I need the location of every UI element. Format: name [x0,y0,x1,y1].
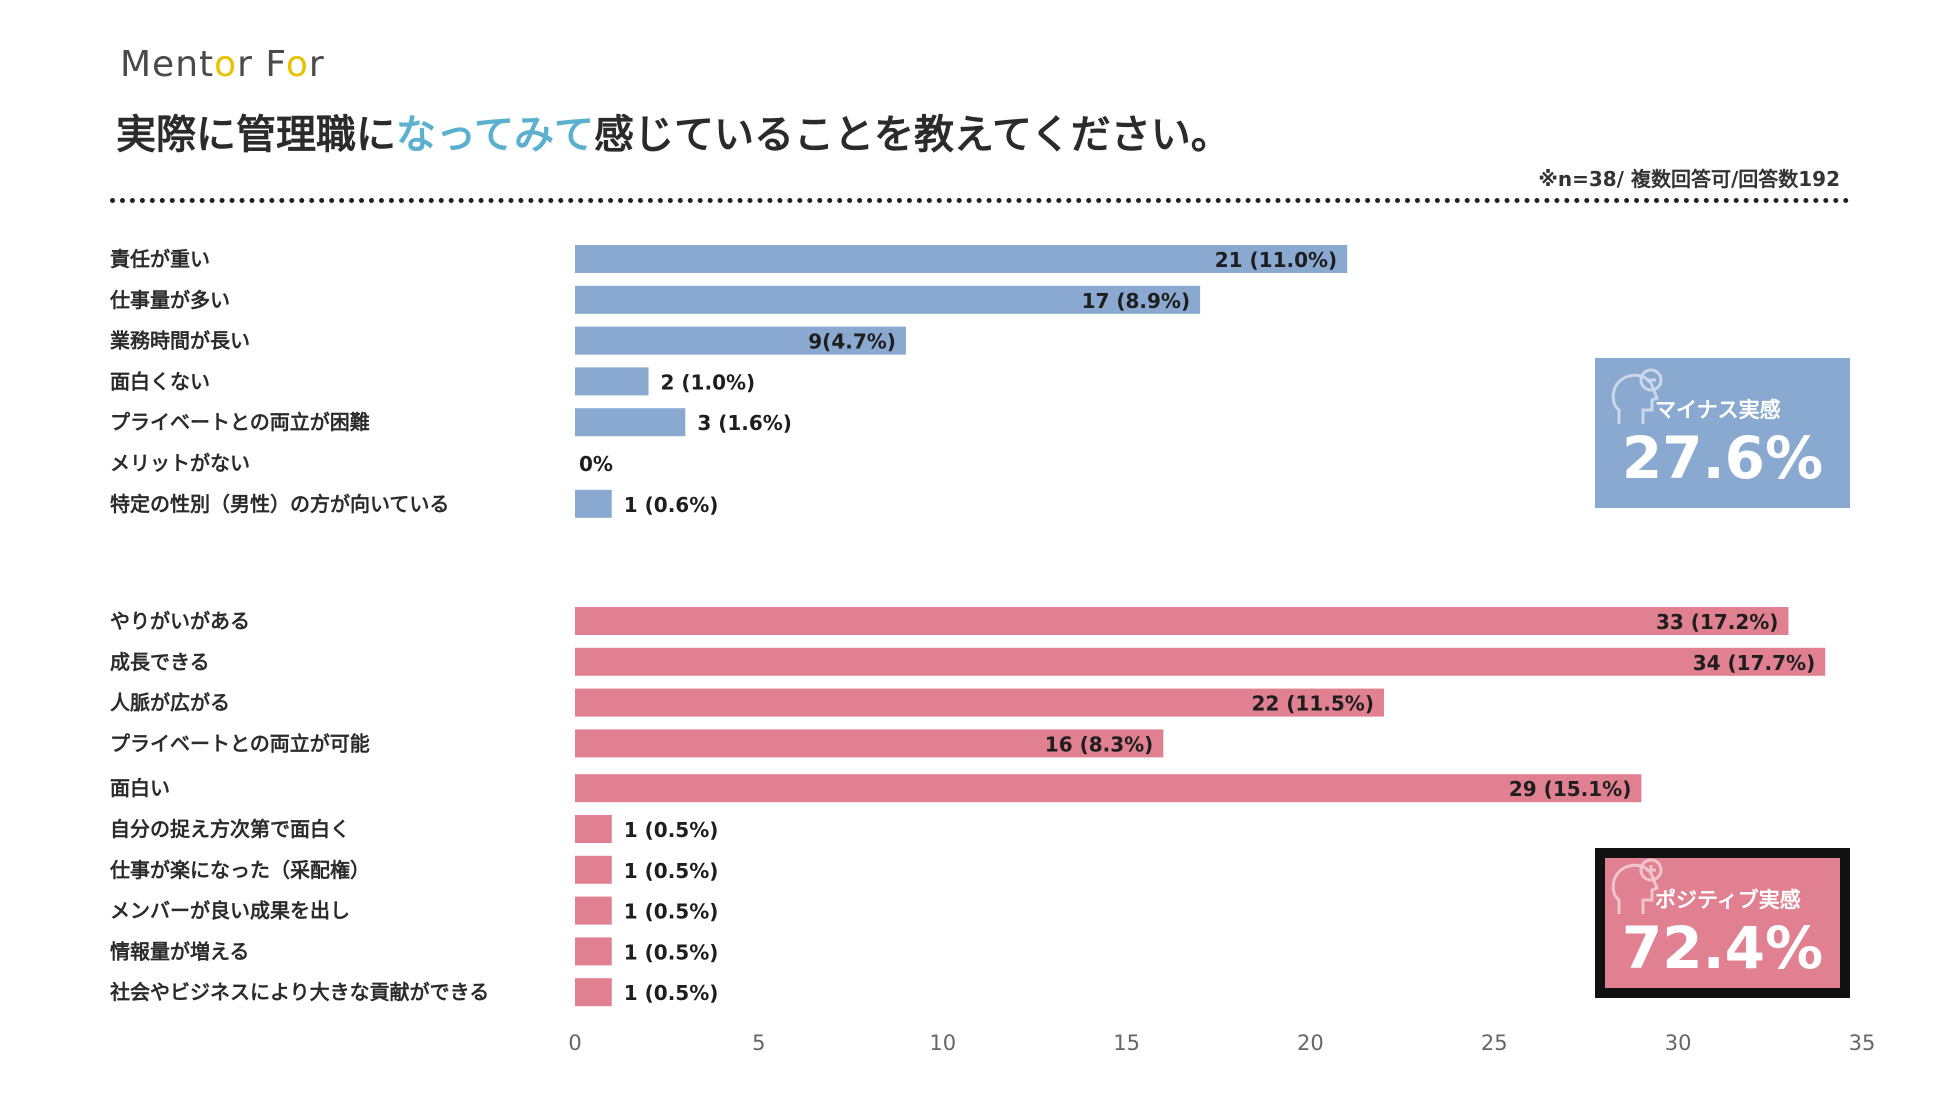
x-tick-label: 0 [568,1031,581,1055]
category-label: 情報量が増える [110,939,249,963]
positive-label: ポジティブ実感 [1655,888,1801,912]
page-title: 実際に管理職になってみて感じていることを教えてください。 [116,102,1231,160]
logo-text: Ment [120,44,215,85]
bar [575,855,612,884]
title-text: 実際に管理職に [116,112,396,158]
data-label: 34 (17.7%) [1693,651,1815,675]
bar [575,815,612,843]
negative-value: 27.6% [1621,424,1824,492]
category-label: プライベートとの両立が困難 [110,410,370,434]
positive-value: 72.4% [1621,914,1824,982]
data-label: 0% [579,452,613,476]
bar [575,647,1826,676]
head-plus-icon [1611,858,1663,914]
data-label: 22 (11.5%) [1252,692,1374,716]
bar [575,489,612,518]
x-tick-label: 20 [1297,1031,1324,1055]
positive-summary-box: ポジティブ実感 72.4% [1595,848,1850,998]
x-tick-label: 15 [1113,1031,1140,1055]
data-label: 1 (0.6%) [624,493,719,517]
category-label: 特定の性別（男性）の方が向いている [110,492,449,516]
data-label: 1 (0.5%) [624,900,719,924]
negative-summary-box: マイナス実感 27.6% [1595,358,1850,508]
category-label: 面白い [110,776,170,800]
category-label: 責任が重い [110,247,210,271]
x-tick-label: 5 [752,1031,765,1055]
category-label: メンバーが良い成果を出し [110,899,350,923]
bar [575,937,612,966]
data-label: 1 (0.5%) [624,981,719,1005]
logo-text: r F [237,44,286,85]
bar [575,326,906,355]
category-label: メリットがない [110,451,250,475]
category-label: 仕事量が多い [109,288,230,312]
x-tick-label: 35 [1849,1031,1876,1055]
x-tick-label: 30 [1665,1031,1692,1055]
negative-label: マイナス実感 [1655,398,1781,422]
dotted-divider [110,198,1850,203]
data-label: 21 (11.0%) [1215,248,1337,272]
data-label: 29 (15.1%) [1509,777,1631,801]
category-label: 成長できる [110,650,210,674]
data-label: 2 (1.0%) [661,370,756,394]
category-label: 仕事が楽になった（采配権） [109,858,370,882]
logo-text: r [308,44,325,85]
data-label: 1 (0.5%) [624,859,719,883]
logo-ring: o [214,44,238,85]
category-label: 業務時間が長い [110,329,250,353]
head-minus-icon [1611,368,1663,424]
category-label: プライベートとの両立が可能 [110,731,370,755]
data-label: 1 (0.5%) [624,940,719,964]
data-label: 16 (8.3%) [1045,732,1154,756]
bar [575,774,1642,803]
bar [575,245,1348,273]
title-text: 感じていることを教えてください。 [594,112,1231,158]
x-tick-label: 10 [929,1031,956,1055]
bar [575,729,1164,758]
data-label: 1 (0.5%) [624,818,719,842]
title-highlight: なってみて [396,112,594,158]
bar [575,408,686,437]
bar [575,285,1201,314]
category-label: 人脈が広がる [110,691,230,715]
bar [575,607,1789,635]
bar [575,688,1384,717]
data-label: 9(4.7%) [808,330,896,354]
logo: Mentor For [120,44,325,85]
bar [575,367,649,396]
category-label: やりがいがある [110,609,250,633]
x-tick-label: 25 [1481,1031,1508,1055]
data-label: 33 (17.2%) [1656,610,1778,634]
data-label: 3 (1.6%) [697,411,792,435]
sample-note: ※n=38/ 複数回答可/回答数192 [1538,167,1840,191]
bar [575,978,612,1007]
category-label: 自分の捉え方次第で面白く [110,817,350,841]
bar [575,896,612,925]
data-label: 17 (8.9%) [1082,289,1191,313]
category-label: 面白くない [110,369,210,393]
logo-ring: o [285,44,309,85]
category-label: 社会やビジネスにより大きな貢献ができる [109,980,489,1004]
